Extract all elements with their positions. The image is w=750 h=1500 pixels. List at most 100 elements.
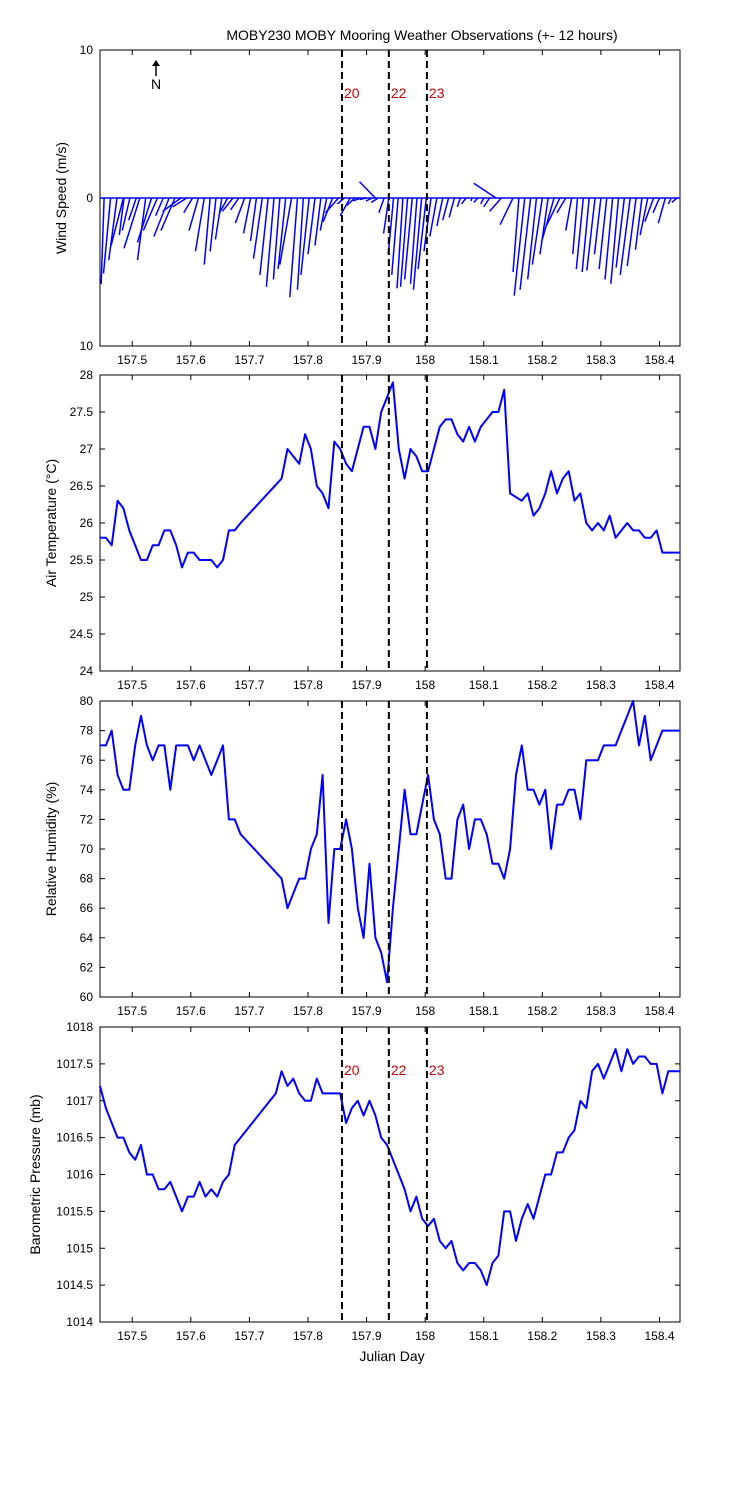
x-tick-label: 157.9 <box>352 678 382 692</box>
wind-stick <box>172 197 188 208</box>
event-marker-label: 22 <box>391 85 407 101</box>
y-tick-label: 1016 <box>66 1168 93 1182</box>
x-tick-label: 157.8 <box>293 353 323 367</box>
event-marker-label: 20 <box>344 85 360 101</box>
wind-stick <box>346 197 356 206</box>
y-tick-label: 1018 <box>66 1020 93 1034</box>
wind-stick <box>575 197 585 270</box>
wind-stick <box>108 197 118 261</box>
x-tick-label: 157.7 <box>234 1329 264 1343</box>
wind-stick <box>657 197 667 224</box>
wind-stick <box>252 197 264 259</box>
wind-stick <box>610 197 620 284</box>
wind-stick <box>387 197 395 255</box>
y-tick-label: 62 <box>80 960 94 974</box>
x-tick-label: 158.2 <box>527 353 557 367</box>
y-tick-label: 26 <box>80 516 94 530</box>
wind-stick <box>319 197 328 231</box>
wind-stick <box>324 197 340 214</box>
wind-stick <box>412 197 423 290</box>
x-tick-label: 158.3 <box>586 1004 616 1018</box>
panel-4: 157.5 157.6 157.7 157.8 157.9 158 158.1 158.2 15… <box>27 1020 681 1343</box>
y-axis-label: Barometric Pressure (mb) <box>27 1094 43 1254</box>
north-arrow-icon <box>152 60 160 66</box>
panels: 157.5 157.6 157.7 157.8 157.9 158 158.1 158.2 15… <box>27 43 681 1343</box>
wind-stick <box>667 197 672 205</box>
y-tick-label: 1014.5 <box>56 1278 93 1292</box>
wind-stick <box>259 197 269 276</box>
x-tick-label: 158.4 <box>644 1004 674 1018</box>
wind-stick <box>279 197 293 265</box>
wind-stick <box>598 197 608 270</box>
wind-stick <box>470 197 473 202</box>
wind-stick <box>644 197 655 222</box>
wind-stick <box>127 197 138 221</box>
x-tick-label: 157.7 <box>234 1004 264 1018</box>
wind-stick <box>370 197 379 204</box>
north-label: N <box>151 76 161 92</box>
wind-stick <box>203 197 211 265</box>
wind-stick <box>289 197 299 298</box>
event-marker-label: 20 <box>344 1062 360 1078</box>
wind-stick <box>339 197 351 217</box>
wind-stick <box>456 197 462 208</box>
wind-stick <box>153 197 170 237</box>
x-tick-label: 158 <box>415 1004 435 1018</box>
wind-stick <box>671 197 678 204</box>
wind-stick <box>399 197 409 287</box>
x-tick-label: 158.4 <box>644 1329 674 1343</box>
y-tick-label: 80 <box>80 694 94 708</box>
wind-stick <box>626 197 637 267</box>
x-tick-label: 158.1 <box>469 678 499 692</box>
wind-stick <box>102 197 112 274</box>
wind-stick <box>121 197 131 231</box>
y-tick-label: 76 <box>80 753 94 767</box>
y-tick-label: 68 <box>80 872 94 886</box>
wind-stick <box>234 197 246 224</box>
wind-stick <box>526 197 538 280</box>
x-tick-label: 157.8 <box>293 1004 323 1018</box>
wind-stick <box>483 197 491 208</box>
y-tick-label: 10 <box>80 43 94 57</box>
wind-stick <box>352 197 361 202</box>
wind-stick <box>218 197 229 214</box>
wind-stick <box>118 197 125 236</box>
x-tick-label: 158.4 <box>644 353 674 367</box>
wind-stick <box>581 197 590 273</box>
wind-stick <box>423 197 432 252</box>
wind-stick <box>136 197 153 243</box>
x-tick-label: 157.6 <box>176 678 206 692</box>
y-tick-label: 24.5 <box>70 627 94 641</box>
wind-stick <box>473 182 497 199</box>
y-tick-label: 1015 <box>66 1241 93 1255</box>
x-tick-label: 158 <box>415 353 435 367</box>
panel-1: 157.5 157.6 157.7 157.8 157.9 158 158.1 158.2 15… <box>53 43 681 367</box>
wind-stick <box>512 197 520 273</box>
wind-stick <box>378 197 385 214</box>
wind-stick <box>409 197 418 284</box>
wind-stick <box>403 197 414 280</box>
x-tick-label: 158.3 <box>586 353 616 367</box>
wind-stick <box>100 197 105 284</box>
x-tick-label: 157.5 <box>117 1004 147 1018</box>
figure-title: MOBY230 MOBY Mooring Weather Observation… <box>226 27 617 43</box>
wind-stick <box>429 197 438 237</box>
wind-stick <box>565 197 573 231</box>
x-tick-label: 158.1 <box>469 353 499 367</box>
y-tick-label: 72 <box>80 812 94 826</box>
wind-stick <box>154 197 164 217</box>
wind-stick <box>586 197 596 271</box>
y-tick-label: 1014 <box>66 1315 93 1329</box>
x-tick-label: 157.5 <box>117 678 147 692</box>
wind-stick <box>359 197 367 201</box>
y-axis-label: Wind Speed (m/s) <box>53 142 69 254</box>
wind-stick <box>541 197 555 240</box>
y-tick-label: 70 <box>80 842 94 856</box>
x-tick-label: 158 <box>415 678 435 692</box>
x-tick-label: 157.6 <box>176 353 206 367</box>
wind-stick <box>382 197 390 234</box>
x-tick-label: 157.9 <box>352 1004 382 1018</box>
wind-stick <box>123 197 141 249</box>
event-marker-label: 22 <box>391 1062 407 1078</box>
wind-stick <box>448 197 456 218</box>
